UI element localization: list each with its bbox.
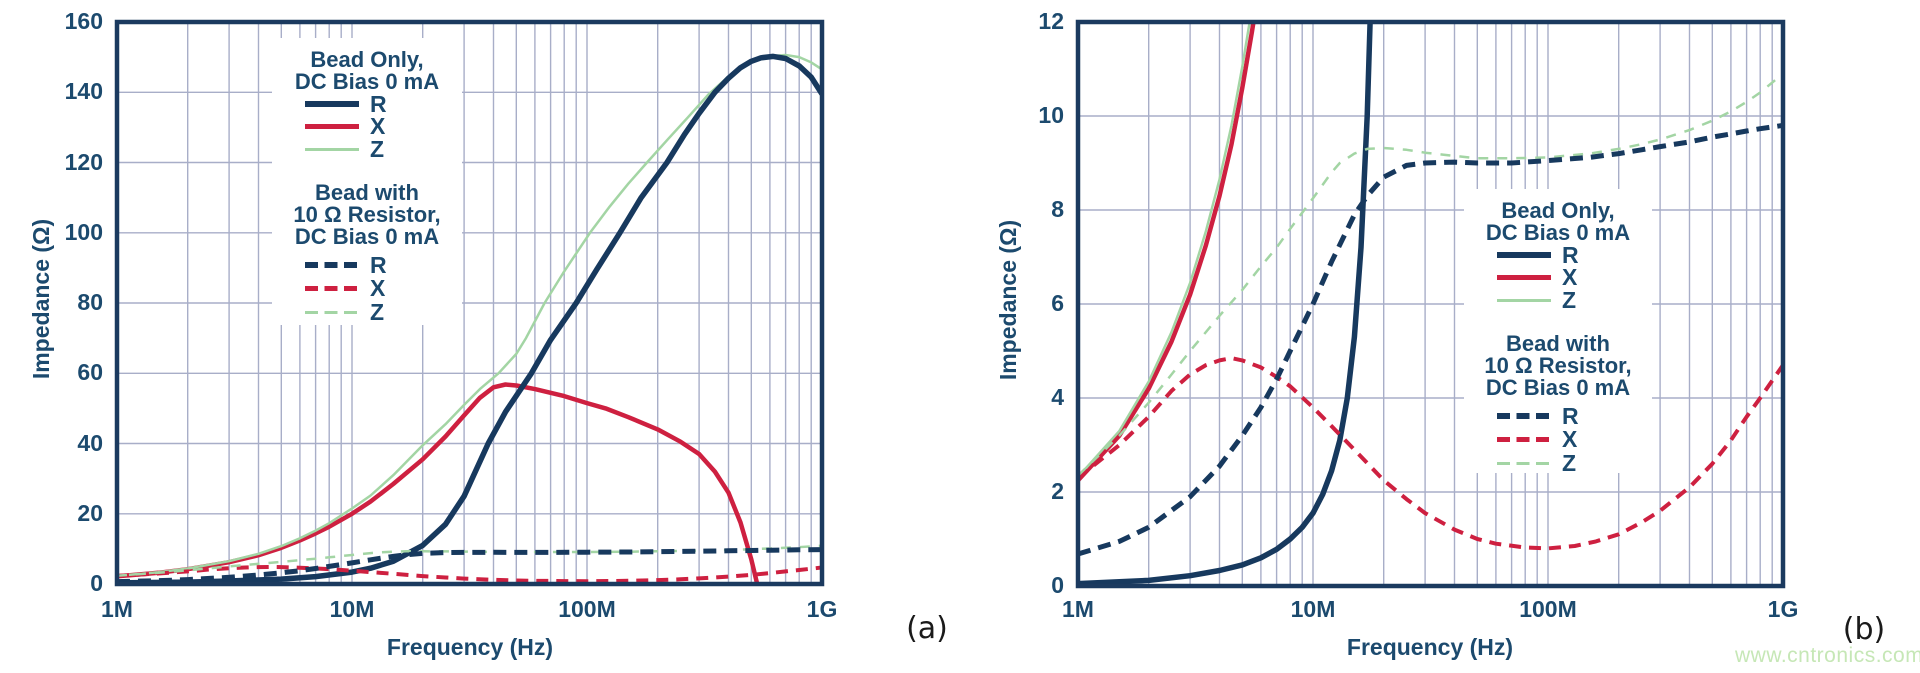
legend-swatch-dashed-navy [305, 262, 359, 269]
legend-entry-label: R [370, 90, 387, 117]
legend-entry-label: R [1562, 241, 1579, 268]
watermark-text: www.cntronics.com [1735, 644, 1920, 667]
chart-b-y-tick-label: 0 [1051, 572, 1064, 598]
chart-a-legend: Bead Only, DC Bias 0 mA R X Z Bead with … [272, 38, 462, 325]
legend-swatch-solid-navy [305, 101, 359, 108]
legend-swatch-solid-red [1497, 275, 1551, 281]
legend-title-line: DC Bias 0 mA [1485, 374, 1631, 400]
curve-a-dashed-R [117, 547, 822, 584]
legend-entry-label: Z [1562, 286, 1577, 313]
legend-entry-label: X [370, 275, 386, 302]
curve-a-solid-Z [117, 53, 822, 578]
legend-entry-label: X [370, 113, 386, 140]
legend-swatch-dashed-green [1497, 461, 1551, 465]
legend-swatch-dashed-navy [1497, 413, 1551, 420]
legend-entry-label: X [1562, 264, 1578, 291]
legend-swatch-solid-green [305, 147, 359, 151]
chart-a-x-tick-label: 1M [101, 596, 133, 622]
legend-entry-solid-R: R [305, 90, 387, 117]
legend-group1-title: Bead Only, DC Bias 0 mA [1486, 200, 1630, 244]
chart-b-x-tick-label: 10M [1290, 596, 1336, 622]
legend-entry-solid-Z: Z [1497, 286, 1577, 313]
curve-b-solid-Z [1078, 22, 1251, 478]
legend-group2-title: Bead with 10 Ω Resistor, DC Bias 0 mA [1484, 330, 1632, 400]
chart-a-x-tick-label: 1G [806, 596, 838, 622]
chart-a-x-tick-label: 10M [329, 596, 375, 622]
legend-title-line: DC Bias 0 mA [294, 223, 440, 249]
legend-entry-label: R [370, 251, 387, 278]
chart-b-y-tick-label: 4 [1051, 384, 1064, 410]
chart-b-x-tick-label: 1M [1062, 596, 1094, 622]
legend-entry-dashed-X: X [1497, 426, 1578, 453]
curve-b-solid-R [1078, 22, 1373, 586]
legend-entry-solid-X: X [305, 113, 386, 140]
legend-title-line: 10 Ω Resistor, [1484, 352, 1632, 378]
legend-entry-label: R [1562, 402, 1579, 429]
legend-entry-label: Z [370, 298, 385, 325]
legend-entry-label: Z [370, 135, 385, 162]
chart-b-legend: Bead Only, DC Bias 0 mA R X Z Bead with … [1464, 189, 1652, 476]
legend-swatch-solid-red [305, 124, 359, 130]
chart-b-y-tick-label: 2 [1051, 478, 1064, 504]
chart-a-y-tick-label: 120 [64, 148, 103, 175]
chart-b-y-tick-label: 12 [1038, 8, 1064, 34]
chart-b-y-tick-label: 8 [1051, 196, 1064, 222]
chart-a-x-axis-title: Frequency (Hz) [386, 634, 554, 660]
chart-b-y-tick-label: 10 [1038, 102, 1064, 128]
chart-a-y-tick-label: 160 [64, 8, 103, 34]
chart-b-x-axis-title: Frequency (Hz) [1346, 634, 1514, 660]
legend-title-line: Bead with [315, 179, 419, 205]
curve-a-solid-X [117, 382, 760, 584]
legend-entry-label: X [1562, 426, 1578, 453]
chart-a-y-tick-label: 20 [77, 499, 103, 526]
chart-a-y-tick-label: 100 [64, 218, 103, 245]
curve-b-dashed-Z [1078, 72, 1783, 477]
curve-b-solid-X [1078, 22, 1256, 482]
legend-swatch-dashed-red [305, 286, 359, 292]
legend-entry-dashed-R: R [1497, 402, 1579, 429]
legend-title-line: 10 Ω Resistor, [293, 201, 441, 227]
legend-entry-dashed-Z: Z [305, 298, 385, 325]
curve-b-dashed-X [1078, 356, 1783, 551]
curve-b-dashed-R [1078, 122, 1783, 557]
legend-title-line: Bead with [1506, 330, 1610, 356]
chart-a-y-tick-label: 0 [90, 570, 103, 596]
legend-entry-solid-X: X [1497, 264, 1578, 291]
legend-swatch-solid-navy [1497, 252, 1551, 259]
legend-group1-title: Bead Only, DC Bias 0 mA [295, 49, 439, 93]
panel-label-b: (b) [1842, 612, 1886, 647]
legend-swatch-solid-green [1497, 298, 1551, 302]
legend-swatch-dashed-green [305, 310, 359, 314]
curve-a-solid-R [117, 53, 822, 584]
chart-a-x-tick-label: 100M [558, 596, 616, 622]
legend-entry-dashed-Z: Z [1497, 449, 1577, 476]
legend-entry-label: Z [1562, 449, 1577, 476]
chart-b-x-tick-label: 1G [1767, 596, 1799, 622]
chart-a-y-tick-label: 80 [77, 289, 103, 315]
chart-b-x-tick-label: 100M [1519, 596, 1577, 622]
panel-label-a: (a) [906, 611, 948, 646]
legend-swatch-dashed-red [1497, 437, 1551, 443]
chart-a-y-tick-label: 60 [77, 359, 103, 386]
legend-title-line: DC Bias 0 mA [294, 69, 440, 94]
legend-entry-dashed-R: R [305, 251, 387, 278]
legend-entry-solid-Z: Z [305, 135, 385, 162]
chart-b-y-tick-label: 6 [1051, 290, 1064, 316]
chart-a-y-tick-label: 40 [77, 429, 103, 456]
legend-title-line: DC Bias 0 mA [1485, 220, 1631, 245]
legend-group2-title: Bead with 10 Ω Resistor, DC Bias 0 mA [293, 179, 441, 249]
legend-entry-dashed-X: X [305, 275, 386, 302]
legend-title-line: Bead Only, [1501, 198, 1615, 223]
chart-a-y-tick-label: 140 [64, 78, 103, 105]
legend-entry-solid-R: R [1497, 241, 1579, 268]
legend-title-line: Bead Only, [310, 47, 424, 72]
